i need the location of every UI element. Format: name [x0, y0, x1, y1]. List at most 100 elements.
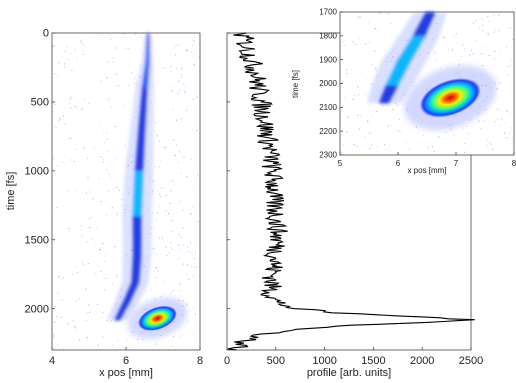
- streak-noise-dot: [87, 177, 89, 179]
- inset-noise-dot: [364, 136, 366, 138]
- inset-trace: [367, 12, 447, 104]
- streak-noise-dot: [193, 40, 195, 42]
- inset-noise-dot: [391, 125, 393, 127]
- inset-noise-dot: [415, 126, 417, 128]
- inset-trace-segment: [385, 83, 399, 87]
- streak-noise-dot: [87, 157, 89, 159]
- streak-noise-dot: [168, 252, 170, 254]
- streak-noise-dot: [163, 147, 165, 149]
- streak-trace-segment: [126, 291, 135, 295]
- streak-trace-segment: [138, 125, 146, 131]
- streak-noise-dot: [197, 221, 199, 223]
- streak-noise-dot: [53, 336, 55, 338]
- inset-y-tick-label: 1900: [319, 55, 337, 64]
- streak-noise-dot: [127, 346, 129, 348]
- inset-trace-segment: [382, 93, 394, 96]
- streak-noise-dot: [54, 73, 56, 75]
- streak-noise-dot: [160, 195, 162, 197]
- inset-noise-dot: [505, 46, 508, 48]
- inset-noise-dot: [352, 41, 354, 43]
- streak-trace-segment: [132, 259, 142, 263]
- inset-noise-dot: [464, 142, 466, 144]
- streak-noise-dot: [74, 327, 76, 329]
- inset-noise-dot: [353, 94, 356, 97]
- streak-noise-dot: [170, 86, 172, 88]
- streak-noise-dot: [181, 67, 183, 69]
- inset-noise-dot: [442, 36, 444, 38]
- streak-trace-segment: [131, 278, 140, 282]
- streak-trace-segment: [128, 287, 137, 291]
- streak-trace-segment: [132, 208, 142, 213]
- streak-noise-dot: [96, 303, 99, 305]
- inset-y-tick-label: 1800: [319, 32, 337, 41]
- streak-noise-dot: [53, 334, 55, 336]
- inset-noise-dot: [433, 150, 435, 152]
- inset-noise-dot: [390, 22, 392, 24]
- profile-x-tick-label: 1000: [312, 355, 336, 367]
- inset-noise-dot: [490, 143, 492, 145]
- streak-noise-dot: [184, 87, 186, 89]
- inset-y-ticks: 1700 1800 1900 2000 2100 2200 2300: [319, 8, 343, 160]
- inset-noise-dot: [408, 148, 410, 150]
- inset-noise-dot: [463, 127, 465, 129]
- streak-noise-dot: [165, 195, 167, 197]
- inset-noise-dot: [341, 151, 343, 153]
- inset-noise-dot: [396, 36, 398, 38]
- streak-noise-dot: [171, 219, 173, 222]
- streak-noise-dot: [108, 190, 110, 192]
- inset-noise-dot: [511, 143, 513, 145]
- streak-noise-dot: [102, 243, 104, 245]
- streak-noise-dot: [182, 209, 184, 211]
- streak-noise-dot: [142, 338, 144, 340]
- streak-noise-dot: [100, 200, 102, 203]
- streak-noise-dot: [183, 263, 185, 265]
- streak-noise-dot: [97, 33, 100, 35]
- streak-trace-segment: [123, 299, 131, 303]
- inset-noise-dot: [507, 74, 509, 76]
- streak-noise-dot: [178, 244, 180, 246]
- inset-trace-segment: [383, 89, 396, 92]
- streak-noise-dot: [72, 320, 74, 322]
- streak-trace-segment: [121, 303, 129, 307]
- streak-noise-dot: [124, 144, 126, 147]
- streak-panel: 4 6 8 0 500 1000 1500 2000 x pos [mm] time [fs…: [5, 28, 203, 379]
- streak-noise-dot: [61, 299, 63, 301]
- streak-noise-dot: [152, 247, 154, 250]
- streak-trace-segment: [131, 267, 141, 271]
- streak-noise-dot: [179, 290, 181, 292]
- streak-trace-segment: [137, 133, 145, 139]
- streak-noise-dot: [104, 289, 106, 291]
- inset-noise-dot: [398, 118, 400, 120]
- streak-noise-dot: [183, 156, 185, 158]
- streak-noise-dot: [182, 263, 184, 265]
- inset-trace-segment: [414, 31, 427, 35]
- inset-noise-dot: [506, 137, 508, 139]
- streak-noise-dot: [178, 257, 180, 259]
- streak-noise-dot: [68, 138, 71, 140]
- streak-noise-dot: [113, 246, 116, 248]
- inset-noise-dot: [384, 144, 386, 146]
- inset-noise-dot: [460, 55, 462, 57]
- profile-x-tick-label: 1500: [361, 355, 385, 367]
- streak-noise-dot: [69, 99, 71, 101]
- streak-noise-dot: [53, 158, 55, 160]
- streak-noise-dot: [77, 271, 79, 273]
- streak-noise-dot: [115, 73, 118, 75]
- inset-trace-segment: [390, 74, 404, 78]
- streak-noise-dot: [62, 277, 64, 279]
- streak-trace-segment: [132, 253, 142, 258]
- streak-noise-dot: [180, 118, 182, 120]
- streak-noise-dot: [139, 35, 141, 38]
- streak-noise-dot: [106, 320, 108, 322]
- streak-noise-dot: [96, 227, 98, 229]
- streak-noise-dot: [76, 57, 78, 59]
- streak-noise-dot: [85, 288, 87, 290]
- streak-trace-segment: [135, 158, 144, 164]
- streak-trace-segment: [120, 305, 128, 308]
- streak-noise-dot: [194, 64, 196, 66]
- streak-trace-segment: [135, 154, 145, 160]
- inset-noise-dot: [382, 105, 384, 107]
- inset-noise-dot: [479, 27, 481, 29]
- streak-noise-dot: [60, 119, 62, 121]
- streak-noise-dot: [122, 104, 124, 106]
